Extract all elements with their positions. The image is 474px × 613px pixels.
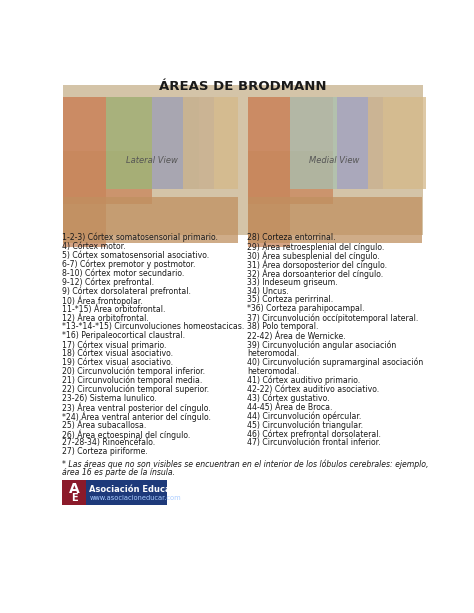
Bar (337, 97, 383, 189)
Text: 38) Polo temporal.: 38) Polo temporal. (247, 322, 319, 331)
Text: 41) Córtex auditivo primario.: 41) Córtex auditivo primario. (247, 376, 360, 386)
Text: 29) Área retroesplenial del cíngulo.: 29) Área retroesplenial del cíngulo. (247, 242, 384, 253)
Bar (63, 197, 237, 243)
Text: 37) Circunvolución occípitotemporal lateral.: 37) Circunvolución occípitotemporal late… (247, 313, 418, 323)
Text: 12) Área orbitofrontal.: 12) Área orbitofrontal. (63, 313, 149, 323)
Bar (247, 151, 333, 205)
Text: 32) Área dorsoanterior del cíngulo.: 32) Área dorsoanterior del cíngulo. (247, 268, 383, 279)
Text: 43) Córtex gustativo.: 43) Córtex gustativo. (247, 394, 329, 403)
Text: 5) Córtex somatosensorial asociativo.: 5) Córtex somatosensorial asociativo. (63, 251, 210, 260)
Text: 47) Circunvolución frontal inferior.: 47) Circunvolución frontal inferior. (247, 438, 381, 447)
Text: 22-42) Área de Wernicke.: 22-42) Área de Wernicke. (247, 331, 346, 341)
Text: heteromodal.: heteromodal. (247, 367, 299, 376)
Bar (290, 97, 368, 189)
Bar (106, 97, 199, 189)
Text: área 16 es parte de la ínsula.: área 16 es parte de la ínsula. (63, 468, 175, 478)
Text: A: A (69, 482, 79, 496)
Text: 23-26) Sistema lunulico.: 23-26) Sistema lunulico. (63, 394, 157, 403)
Text: 33) Indeseum griseum.: 33) Indeseum griseum. (247, 278, 337, 287)
Text: E: E (71, 493, 77, 503)
Bar (183, 97, 237, 189)
Bar (247, 97, 290, 247)
Text: 1-2-3) Córtex somatosensorial primario.: 1-2-3) Córtex somatosensorial primario. (63, 233, 219, 243)
Text: 23) Área ventral posterior del cíngulo.: 23) Área ventral posterior del cíngulo. (63, 403, 211, 413)
Text: Asociación Educar: Asociación Educar (90, 485, 175, 494)
Text: 30) Área subesplenial del cíngulo.: 30) Área subesplenial del cíngulo. (247, 251, 379, 261)
Text: 21) Circunvolución temporal media.: 21) Circunvolución temporal media. (63, 376, 203, 386)
Text: 18) Córtex visual asociativo.: 18) Córtex visual asociativo. (63, 349, 173, 358)
Bar (368, 97, 426, 189)
Text: www.asociacioneducar.com: www.asociacioneducar.com (90, 495, 181, 501)
Text: 40) Circunvolución supramarginal asociación: 40) Circunvolución supramarginal asociac… (247, 358, 423, 368)
Text: 27) Corteza piriforme.: 27) Corteza piriforme. (63, 447, 148, 456)
Text: 27-28-34) Rinoencéfalo.: 27-28-34) Rinoencéfalo. (63, 438, 155, 447)
Text: *16) Peripaleocortical claustral.: *16) Peripaleocortical claustral. (63, 331, 185, 340)
Text: 26) Área ectoespinal del cíngulo.: 26) Área ectoespinal del cíngulo. (63, 430, 191, 440)
Bar (63, 97, 106, 247)
Text: 4) Córtex motor.: 4) Córtex motor. (63, 242, 126, 251)
Text: 28) Corteza entorrinal.: 28) Corteza entorrinal. (247, 233, 336, 242)
Text: 31) Área dorsoposterior del cíngulo.: 31) Área dorsoposterior del cíngulo. (247, 260, 387, 270)
Bar (63, 480, 167, 505)
Text: 10) Área frontopolar.: 10) Área frontopolar. (63, 295, 143, 306)
Text: 22) Circunvolución temporal superior.: 22) Circunvolución temporal superior. (63, 385, 210, 394)
Text: 9) Córtex dorsolateral prefrontal.: 9) Córtex dorsolateral prefrontal. (63, 286, 191, 296)
Bar (247, 97, 333, 151)
Text: 9-12) Córtex prefrontal.: 9-12) Córtex prefrontal. (63, 278, 155, 287)
Text: * Las áreas que no son visibles se encuentran en el interior de los lóbulos cere: * Las áreas que no son visibles se encue… (63, 459, 429, 469)
Bar (63, 151, 152, 205)
Text: 8-10) Córtex motor secundario.: 8-10) Córtex motor secundario. (63, 268, 185, 278)
Text: heteromodal.: heteromodal. (247, 349, 299, 358)
Text: 25) Área subacallosa.: 25) Área subacallosa. (63, 421, 147, 430)
Text: 39) Circunvolución angular asociación: 39) Circunvolución angular asociación (247, 340, 396, 349)
Text: 45) Circunvolución triangular.: 45) Circunvolución triangular. (247, 421, 363, 430)
Text: Lateral View: Lateral View (126, 156, 178, 165)
Text: ÁREAS DE BRODMANN: ÁREAS DE BRODMANN (159, 80, 327, 94)
Bar (247, 197, 422, 243)
Text: 17) Córtex visual primario.: 17) Córtex visual primario. (63, 340, 167, 349)
Text: 19) Córtex visual asociativo.: 19) Córtex visual asociativo. (63, 358, 173, 367)
Text: 44-45) Área de Broca.: 44-45) Área de Broca. (247, 403, 332, 412)
Bar (63, 480, 86, 505)
Text: 11-*15) Área orbitofrontal.: 11-*15) Área orbitofrontal. (63, 305, 166, 314)
Bar (63, 97, 152, 151)
Text: 34) Uncus.: 34) Uncus. (247, 286, 289, 295)
Text: Medial View: Medial View (309, 156, 360, 165)
Text: *36) Corteza parahipocampal.: *36) Corteza parahipocampal. (247, 305, 365, 313)
Text: 35) Corteza perirrinal.: 35) Corteza perirrinal. (247, 295, 333, 305)
Text: *24) Área ventral anterior del cíngulo.: *24) Área ventral anterior del cíngulo. (63, 411, 211, 422)
Text: 42-22) Córtex auditivo asociativo.: 42-22) Córtex auditivo asociativo. (247, 385, 379, 394)
Bar (152, 97, 214, 189)
Text: 46) Córtex prefrontal dorsolateral.: 46) Córtex prefrontal dorsolateral. (247, 430, 381, 439)
Text: 44) Circunvolución opércular.: 44) Circunvolución opércular. (247, 411, 361, 421)
Text: 20) Circunvolución temporal inferior.: 20) Circunvolución temporal inferior. (63, 367, 205, 376)
Text: *13-*14-*15) Circunvoluciones homeostacicas.: *13-*14-*15) Circunvoluciones homeostaci… (63, 322, 245, 331)
Text: 6-7) Córtex premotor y postmotor.: 6-7) Córtex premotor y postmotor. (63, 260, 196, 269)
Bar (63, 85, 423, 235)
